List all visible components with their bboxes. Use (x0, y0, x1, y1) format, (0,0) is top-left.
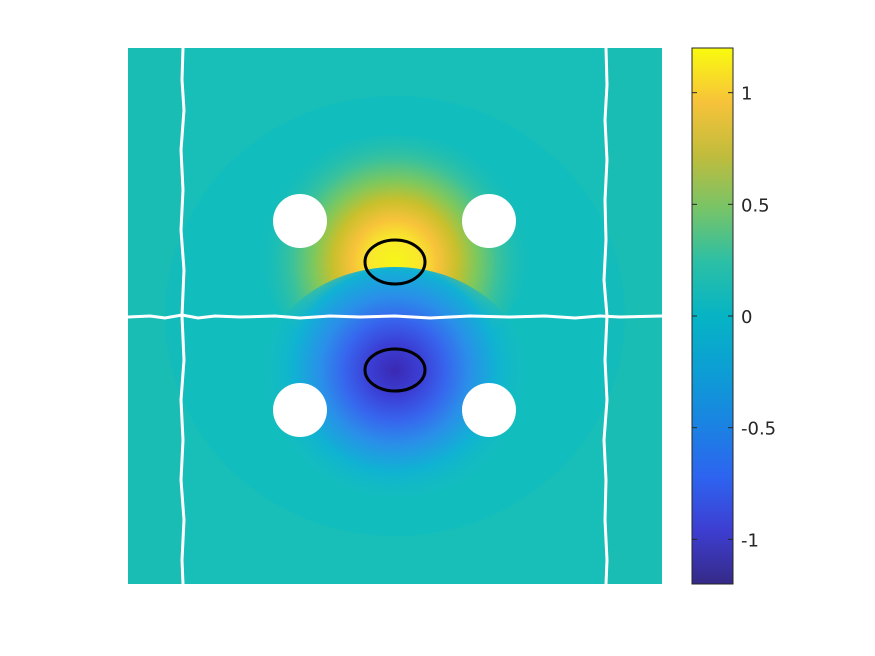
hole-top-left (273, 194, 327, 248)
crack-vertical-right (602, 48, 609, 584)
colorbar-ticks: -1 -0.5 0 0.5 1 (692, 84, 776, 551)
field-plot (128, 48, 662, 584)
colorbar-tick-label: 1 (741, 84, 752, 105)
hole-bottom-right (462, 383, 516, 437)
colorbar-tick-label: 0.5 (741, 195, 770, 216)
crack-vertical-left (179, 48, 186, 584)
hole-top-right (462, 194, 516, 248)
negative-field (260, 267, 530, 497)
colorbar-gradient (692, 48, 733, 584)
colorbar-tick-label: -1 (741, 530, 759, 551)
colorbar-tick-label: -0.5 (741, 419, 776, 440)
contour-positive (363, 238, 427, 286)
colorbar-tick-label: 0 (741, 307, 752, 328)
hole-bottom-left (273, 383, 327, 437)
contour-negative (363, 347, 427, 393)
colorbar: -1 -0.5 0 0.5 1 (691, 47, 776, 585)
crack-horizontal (128, 313, 662, 320)
